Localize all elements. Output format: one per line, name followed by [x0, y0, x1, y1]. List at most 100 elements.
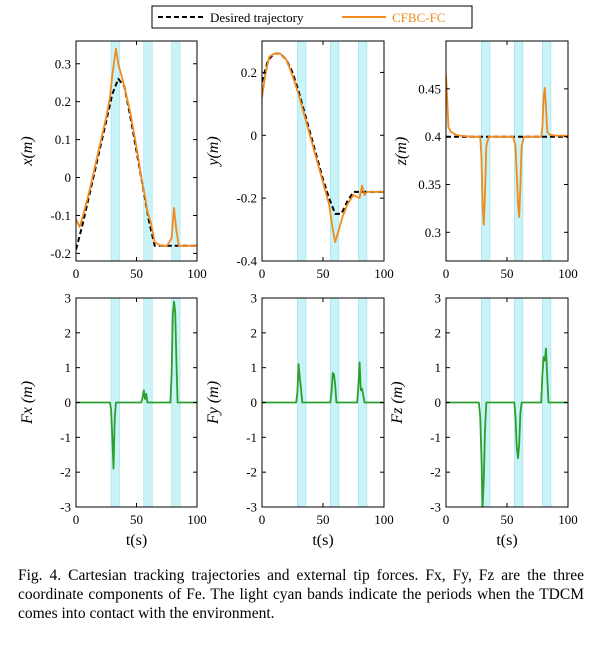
- contact-band-3: [358, 298, 367, 507]
- y-axis-label: y(m): [205, 136, 222, 167]
- y-tick-label: 0: [435, 395, 442, 410]
- x-tick-label: 0: [73, 512, 80, 527]
- x-tick-label: 0: [73, 266, 80, 281]
- legend-actual-label: CFBC-FC: [392, 10, 445, 25]
- y-tick-label: -1: [246, 430, 257, 445]
- y-tick-label: 0: [65, 170, 72, 185]
- series-group: [76, 47, 197, 250]
- y-axis-label: x(m): [19, 136, 36, 166]
- y-tick-label: 0.2: [241, 65, 257, 80]
- y-tick-label: 0: [251, 395, 258, 410]
- x-axis-label: t(s): [126, 532, 147, 549]
- caption-label: Fig. 4.: [18, 567, 62, 584]
- legend-box: [151, 5, 473, 29]
- panel-1: -0.2 -0.1 0 0.1 0.2 0.3 0 50 100 x(m): [19, 40, 207, 281]
- y-tick-label: -1: [60, 430, 71, 445]
- series-group: [446, 74, 568, 226]
- x-tick-label: 0: [443, 512, 450, 527]
- x-tick-label: 100: [558, 512, 578, 527]
- legend: Desired trajectory CFBC-FC: [151, 5, 473, 29]
- y-tick-label: -2: [60, 465, 71, 480]
- panel-3: 0.3 0.35 0.4 0.45 0 50 100 z(m): [393, 40, 578, 281]
- y-tick-label: -1: [430, 430, 441, 445]
- y-tick-label: 0.4: [425, 129, 442, 144]
- y-tick-label: 2: [435, 325, 442, 340]
- y-tick-label: 1: [65, 360, 72, 375]
- y-tick-label: 0.45: [418, 81, 441, 96]
- contact-band-2: [143, 41, 153, 261]
- y-tick-label: -3: [60, 500, 71, 515]
- y-tick-label: 0.3: [425, 225, 441, 240]
- x-tick-label: 50: [501, 266, 514, 281]
- contact-band-3: [542, 298, 551, 507]
- contact-band-2: [514, 41, 523, 261]
- y-tick-label: -3: [430, 500, 441, 515]
- series-cfbc-fc: [76, 47, 197, 247]
- y-tick-label: -0.1: [50, 208, 71, 223]
- x-axis-label: t(s): [496, 532, 517, 549]
- x-tick-label: 0: [259, 512, 266, 527]
- y-tick-label: 0.35: [418, 177, 441, 192]
- y-tick-label: -0.2: [236, 191, 257, 206]
- x-tick-label: 100: [374, 266, 394, 281]
- x-tick-label: 0: [443, 266, 450, 281]
- x-axis-label: t(s): [312, 532, 333, 549]
- panels: -0.2-0.100.10.20.30 50 100x(m)-0.4-0.200.2…: [19, 40, 578, 550]
- contact-band-3: [358, 41, 367, 261]
- y-axis-label: Fz (m): [389, 381, 406, 424]
- y-tick-label: -3: [246, 500, 257, 515]
- caption-text: Cartesian tracking trajectories and exte…: [18, 567, 584, 622]
- x-tick-label: 100: [374, 512, 394, 527]
- panel-4: -3 -2 -1 0 1 2 3 0 50 100 Fx (m) t(s): [19, 291, 207, 550]
- x-tick-label: 100: [558, 266, 578, 281]
- panel-6: -3 -2 -1 0 1 2 3 0 50 100 Fz (m) t(s): [389, 291, 578, 550]
- y-axis-label: Fy (m): [205, 381, 222, 425]
- y-tick-label: 3: [435, 291, 442, 306]
- y-tick-label: 0.1: [55, 132, 71, 147]
- y-tick-label: 0.2: [55, 94, 71, 109]
- x-tick-label: 50: [501, 512, 514, 527]
- figure-caption: Fig. 4. Cartesian tracking trajectories …: [18, 566, 584, 623]
- y-tick-label: 2: [251, 325, 258, 340]
- y-tick-label: -2: [430, 465, 441, 480]
- series-cfbc-fc: [262, 52, 384, 244]
- y-tick-label: 1: [435, 360, 442, 375]
- panel-2: -0.4 -0.2 0 0.2 0 50 100 y(m): [205, 40, 394, 281]
- y-tick-label: 0.3: [55, 56, 71, 71]
- series-group: [262, 361, 384, 404]
- y-tick-label: 0: [65, 395, 72, 410]
- contact-band-1: [297, 41, 306, 261]
- x-tick-label: 0: [259, 266, 266, 281]
- x-tick-label: 100: [187, 266, 207, 281]
- series-group: [262, 52, 384, 244]
- series-group: [76, 300, 197, 470]
- contact-band-3: [171, 41, 181, 261]
- panel-5: -3 -2 -1 0 1 2 3 0 50 100 Fy (m) t(s): [205, 291, 394, 550]
- y-tick-label: 2: [65, 325, 72, 340]
- contact-band-3: [171, 298, 181, 507]
- contact-band-2: [330, 41, 339, 261]
- y-tick-label: -0.2: [50, 246, 71, 261]
- x-tick-label: 50: [130, 512, 143, 527]
- series-fx: [76, 300, 197, 470]
- x-tick-label: 50: [317, 266, 330, 281]
- contact-band-3: [542, 41, 551, 261]
- contact-band-2: [330, 298, 339, 507]
- y-tick-label: -2: [246, 465, 257, 480]
- y-tick-label: 3: [251, 291, 258, 306]
- series-fz: [446, 347, 568, 507]
- series-cfbc-fc: [446, 74, 568, 226]
- contact-band-2: [514, 298, 523, 507]
- x-tick-label: 50: [317, 512, 330, 527]
- y-axis-label: z(m): [393, 137, 410, 166]
- series-group: [446, 347, 568, 507]
- y-tick-label: -0.4: [236, 254, 257, 269]
- legend-desired-label: Desired trajectory: [210, 10, 304, 25]
- x-tick-label: 100: [187, 512, 207, 527]
- x-tick-label: 50: [130, 266, 143, 281]
- y-tick-label: 1: [251, 360, 258, 375]
- contact-band-1: [111, 41, 120, 261]
- y-tick-label: 0: [251, 128, 258, 143]
- y-axis-label: Fx (m): [19, 381, 36, 425]
- series-fy: [262, 361, 384, 404]
